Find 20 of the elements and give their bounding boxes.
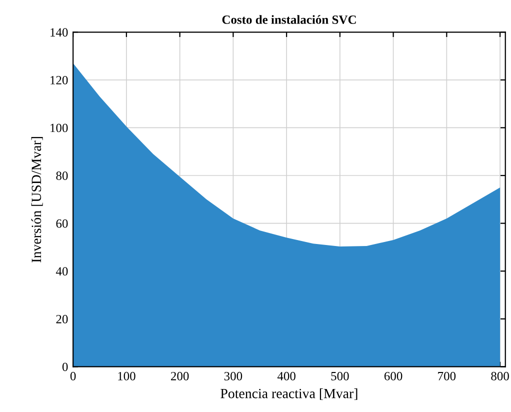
x-tick-label: 300 (224, 372, 242, 380)
x-tick-label: 400 (277, 372, 296, 380)
y-tick-label: 40 (56, 267, 68, 276)
y-axis-title: Inversión [USD/Mvar] (31, 136, 43, 262)
y-tick-label: 0 (62, 362, 68, 372)
x-tick-label: 700 (438, 372, 456, 380)
y-tick-label: 60 (56, 219, 68, 228)
y-tick-label: 20 (56, 314, 68, 324)
x-tick-label: 200 (170, 372, 189, 380)
y-tick-label: 100 (50, 124, 68, 132)
x-tick-label: 0 (70, 372, 76, 380)
x-tick-label: 500 (331, 372, 349, 380)
x-tick-label: 600 (384, 372, 402, 380)
x-axis-title: Potencia reactiva [Mvar] (220, 388, 358, 400)
y-tick-label: 140 (50, 28, 68, 37)
chart-title: Costo de instalación SVC (222, 15, 356, 24)
x-tick-label: 800 (491, 372, 509, 380)
y-tick-label: 120 (50, 76, 68, 84)
x-tick-label: 100 (118, 372, 136, 380)
y-tick-label: 80 (56, 172, 68, 180)
